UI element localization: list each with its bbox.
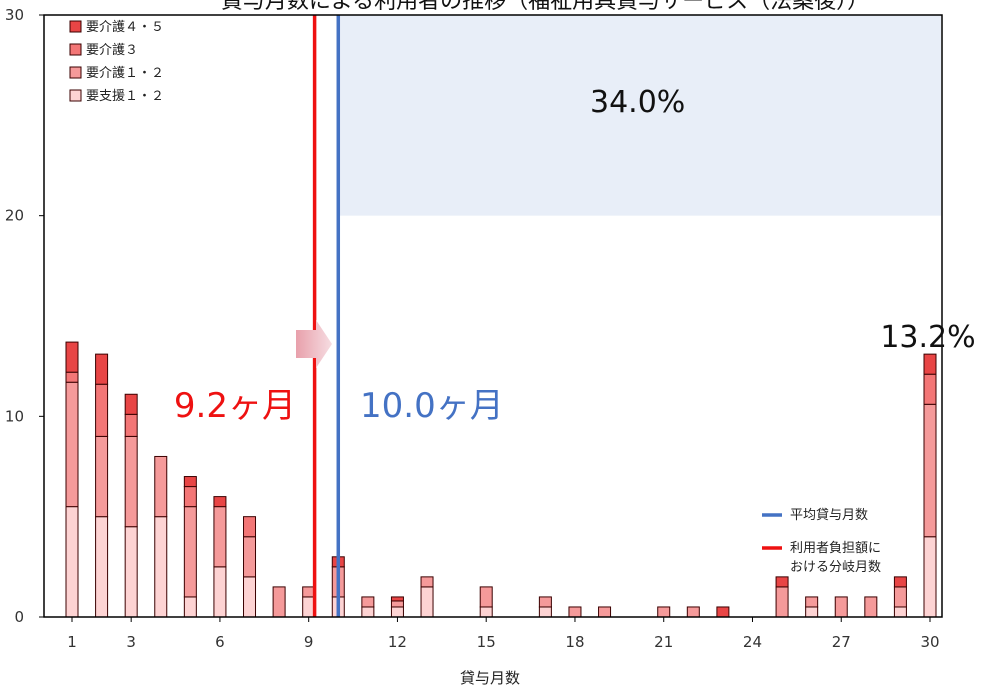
x-tick-label: 9: [304, 633, 314, 651]
x-tick-label: 3: [126, 633, 136, 651]
branch-month-label: 9.2ヶ月: [174, 386, 296, 426]
x-tick-label: 12: [388, 633, 407, 651]
legend-label: 平均貸与月数: [790, 507, 868, 523]
bar-segment: [805, 606, 819, 618]
shaded-region-percentage: 34.0%: [590, 85, 685, 120]
legend-label-line: おける分岐月数: [790, 560, 881, 575]
bar-segment: [390, 606, 404, 618]
bar-segment: [538, 596, 552, 608]
bar-segment: [686, 606, 700, 618]
bar-segment: [65, 341, 79, 373]
bar-segment: [243, 516, 257, 538]
chart-title: 貸与月数による利用者の推移（福祉用具貸与サービス（法案後））: [221, 0, 869, 14]
bar-segment: [893, 586, 907, 608]
y-tick-label: 10: [5, 407, 24, 425]
bar-segment: [183, 506, 197, 598]
average-month-label: 10.0ヶ月: [360, 386, 504, 426]
legend-swatch: [69, 20, 82, 33]
bar-segment: [65, 371, 79, 383]
bar-segment: [390, 596, 404, 602]
bar-segment: [124, 413, 138, 437]
bar-segment: [834, 596, 848, 618]
bar-segment: [95, 516, 109, 618]
bar-segment: [361, 596, 375, 608]
y-tick-label: 30: [5, 6, 24, 24]
x-tick-label: 21: [654, 633, 673, 651]
bar-segment: [538, 606, 552, 618]
bar-segment: [243, 576, 257, 618]
bar-segment: [183, 596, 197, 618]
shaded-region: [338, 15, 941, 216]
bar-segment: [361, 606, 375, 618]
axes-group: 0 10 20 30 1 3 6 9 12 15 18 21 24 27 30: [5, 6, 943, 651]
bar-segment: [805, 596, 819, 608]
legend-swatch: [69, 43, 82, 56]
x-tick-label: 24: [743, 633, 762, 651]
x-tick-label: 30: [920, 633, 939, 651]
bar-segment: [568, 606, 582, 618]
bars-group: [65, 341, 937, 618]
bar-segment: [923, 536, 937, 618]
bar-segment: [390, 600, 404, 608]
bar-segment: [420, 576, 434, 588]
x-tick-label: 18: [565, 633, 584, 651]
legend-label-line: 利用者負担額に: [790, 541, 881, 556]
bar-segment: [272, 586, 286, 618]
bar-segment: [775, 576, 789, 588]
x-tick-label: 15: [477, 633, 496, 651]
bar-segment: [213, 566, 227, 618]
bar-segment: [124, 526, 138, 618]
arrow-right-icon: [296, 320, 332, 368]
x-tick-label: 6: [215, 633, 225, 651]
legend-swatch: [69, 89, 82, 102]
bar-segment: [923, 403, 937, 538]
legend-label: 要介護１・２: [86, 65, 164, 81]
legend-label: 要介護３: [86, 42, 138, 58]
bar-segment: [154, 455, 168, 518]
bar-segment: [923, 373, 937, 405]
bar-segment: [716, 606, 730, 618]
legend-swatch: [69, 66, 82, 79]
bar-segment: [95, 383, 109, 437]
y-tick-label: 20: [5, 207, 24, 225]
bar-segment: [479, 586, 493, 608]
bar-segment: [893, 606, 907, 618]
bar-segment: [775, 586, 789, 618]
bar-segment: [154, 516, 168, 618]
bar-segment: [124, 435, 138, 528]
series-legend: 要介護４・５ 要介護３ 要介護１・２ 要支援１・２: [69, 19, 164, 104]
y-tick-label: 0: [14, 608, 24, 626]
bar-segment: [243, 536, 257, 578]
plot-frame: [43, 14, 943, 618]
bar-segment: [893, 576, 907, 588]
bar-segment: [479, 606, 493, 618]
vertical-lines-group: [312, 15, 341, 617]
bar-segment: [183, 486, 197, 508]
bar-segment: [213, 506, 227, 568]
legend-label: 利用者負担額における分岐月数: [790, 541, 881, 575]
legend-label: 要介護４・５: [86, 19, 164, 35]
bar-segment: [183, 476, 197, 488]
bar-segment: [213, 496, 227, 508]
bar-segment: [657, 606, 671, 618]
bar-segment: [95, 435, 109, 518]
x-tick-label: 1: [67, 633, 77, 651]
bar-segment: [923, 353, 937, 375]
x-tick-label: 27: [832, 633, 851, 651]
bar-segment: [864, 596, 878, 618]
last-month-percentage: 13.2%: [880, 320, 975, 355]
bar-segment: [65, 506, 79, 618]
x-axis-title: 貸与月数: [460, 669, 520, 687]
bar-segment: [95, 353, 109, 385]
bar-segment: [420, 586, 434, 618]
bar-segment: [65, 381, 79, 508]
bar-segment: [124, 393, 138, 415]
legend-label: 要支援１・２: [86, 89, 164, 104]
bar-segment: [598, 606, 612, 618]
